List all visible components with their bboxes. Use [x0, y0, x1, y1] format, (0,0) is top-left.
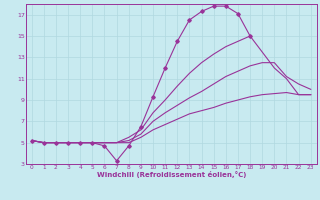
- X-axis label: Windchill (Refroidissement éolien,°C): Windchill (Refroidissement éolien,°C): [97, 171, 246, 178]
